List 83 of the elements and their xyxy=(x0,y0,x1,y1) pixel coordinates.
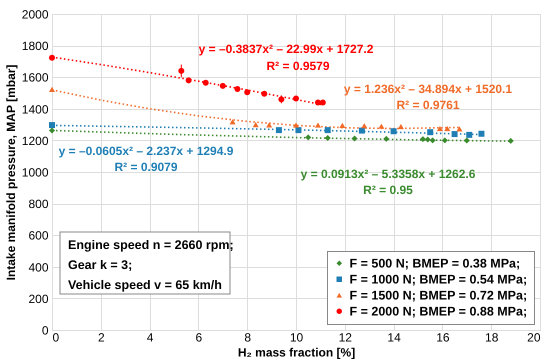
point xyxy=(276,127,282,134)
point xyxy=(444,126,450,132)
annotation: y = 0.0913x² – 5.3358x + 1262.6 xyxy=(300,167,476,181)
point xyxy=(442,137,448,144)
point xyxy=(436,126,443,132)
point xyxy=(452,131,458,138)
annotation: y = –0.0605x² – 2.237x + 1294.9 xyxy=(58,144,234,158)
point xyxy=(293,122,299,128)
y-tick-label: 1800 xyxy=(22,39,49,54)
point xyxy=(464,138,470,144)
point xyxy=(508,138,514,144)
point xyxy=(186,77,192,84)
y-axis-title: Intake manifold pressure, MAP [mbar] xyxy=(4,64,18,280)
point xyxy=(202,80,209,86)
x-tick-label: 0 xyxy=(52,330,60,344)
point xyxy=(427,129,434,136)
y-tick-label: 400 xyxy=(28,260,49,274)
annotation: R² = 0.9079 xyxy=(114,160,178,174)
annotation: Gear k = 3; xyxy=(68,258,132,272)
point xyxy=(398,124,404,130)
point xyxy=(378,124,384,129)
point xyxy=(339,122,346,128)
point xyxy=(352,136,358,142)
annotation: R² = 0.9761 xyxy=(396,98,460,112)
point xyxy=(320,99,326,106)
annotation: Vehicle speed v = 65 km/h xyxy=(68,278,222,292)
point xyxy=(293,96,299,102)
legend-label: F = 1000 N; BMEP = 0.54 MPa; xyxy=(350,272,528,286)
x-tick-label: 14 xyxy=(387,330,402,344)
point xyxy=(261,90,268,97)
x-tick-label: 20 xyxy=(527,330,541,344)
point xyxy=(430,137,436,144)
point xyxy=(361,123,368,128)
point xyxy=(244,89,250,96)
x-tick-label: 4 xyxy=(146,330,154,344)
annotation: R² = 0.9579 xyxy=(266,59,330,73)
y-tick-label: 1200 xyxy=(22,134,49,148)
point xyxy=(324,135,331,142)
y-tick-label: 1600 xyxy=(22,70,49,85)
point xyxy=(424,136,431,142)
point xyxy=(314,122,321,128)
legend-label: F = 500 N; BMEP = 0.38 MPa; xyxy=(350,256,520,270)
legend-label: F = 2000 N; BMEP = 0.88 MPa; xyxy=(350,304,528,318)
x-tick-label: 8 xyxy=(244,330,252,344)
annotation: R² = 0.95 xyxy=(363,183,414,197)
point xyxy=(49,86,55,92)
x-tick-label: 12 xyxy=(338,330,352,344)
annotation: y = 1.236x² – 34.894x + 1520.1 xyxy=(344,82,512,96)
point xyxy=(420,136,426,142)
x-axis-title: H₂ mass fraction [%] xyxy=(238,346,356,360)
x-tick-label: 6 xyxy=(196,330,203,344)
point xyxy=(178,68,184,74)
x-tick-label: 16 xyxy=(436,330,450,344)
point xyxy=(49,122,55,128)
point xyxy=(252,122,259,128)
point xyxy=(383,136,390,142)
point xyxy=(314,99,321,106)
point xyxy=(266,122,272,128)
point xyxy=(234,86,240,92)
point xyxy=(305,134,312,140)
point xyxy=(358,128,365,134)
point xyxy=(220,82,226,89)
point xyxy=(390,128,397,134)
x-tick-label: 18 xyxy=(485,330,499,344)
y-tick-label: 200 xyxy=(28,292,49,306)
y-tick-label: 800 xyxy=(28,197,49,212)
x-tick-label: 10 xyxy=(290,330,304,344)
y-tick-label: 1000 xyxy=(22,166,49,180)
y-tick-label: 600 xyxy=(28,228,49,243)
annotation: y = –0.3837x² – 22.99x + 1727.2 xyxy=(198,42,374,56)
point xyxy=(324,127,331,134)
point xyxy=(230,119,236,124)
legend-label: F = 1500 N; BMEP = 0.72 MPa; xyxy=(350,288,528,302)
point xyxy=(478,130,484,137)
point xyxy=(295,127,302,134)
annotation: Engine speed n = 2660 rpm; xyxy=(68,238,234,252)
y-tick-label: 1400 xyxy=(22,102,49,116)
point xyxy=(49,54,55,61)
point xyxy=(278,96,284,102)
x-tick-label: 2 xyxy=(98,330,105,344)
y-tick-label: 2000 xyxy=(22,8,49,22)
point xyxy=(456,126,462,132)
point xyxy=(466,132,472,138)
